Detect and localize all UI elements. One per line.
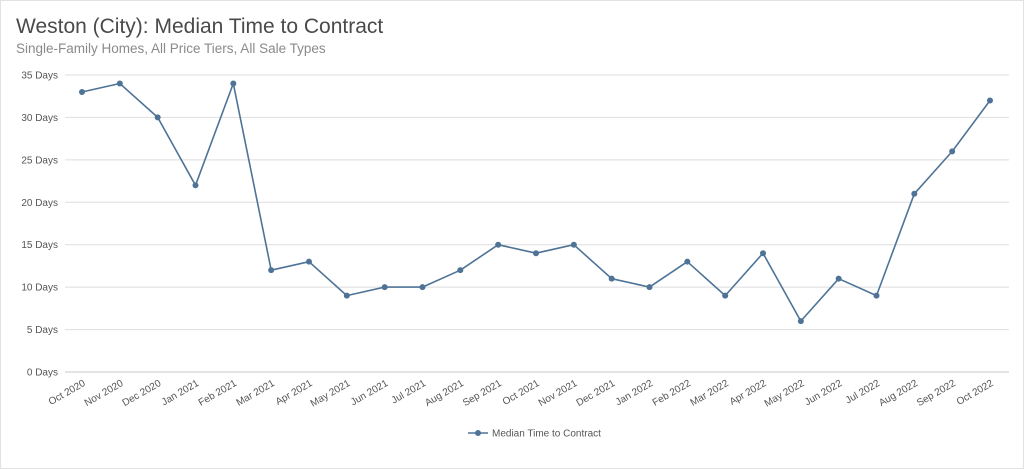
data-point[interactable] [684, 258, 691, 265]
data-point[interactable] [873, 292, 880, 299]
data-point[interactable] [533, 250, 539, 257]
x-tick-label: Dec 2020 [121, 378, 164, 409]
x-tick-label: Dec 2021 [575, 378, 618, 409]
data-point[interactable] [457, 267, 464, 274]
x-tick-label: Sep 2022 [915, 378, 958, 409]
x-tick-label: May 2021 [309, 378, 353, 410]
data-point[interactable] [911, 190, 918, 197]
chart-title: Weston (City): Median Time to Contract [16, 15, 384, 38]
data-point[interactable] [343, 292, 350, 299]
x-tick-label: Feb 2021 [197, 378, 239, 409]
x-tick-label: Jul 2021 [390, 378, 429, 407]
x-tick-label: Oct 2021 [501, 378, 542, 408]
x-tick-label: Oct 2022 [955, 378, 996, 408]
data-point[interactable] [835, 275, 842, 282]
data-point[interactable] [154, 114, 161, 121]
chart-subtitle: Single-Family Homes, All Price Tiers, Al… [16, 41, 326, 56]
data-point[interactable] [79, 88, 85, 95]
data-point[interactable] [230, 80, 237, 87]
x-tick-label: Nov 2020 [83, 378, 126, 409]
x-tick-label: Apr 2022 [728, 378, 769, 408]
legend[interactable]: Median Time to Contract [468, 429, 601, 440]
data-point[interactable] [949, 148, 956, 155]
y-tick-label: 20 Days [21, 198, 58, 209]
x-tick-label: Jul 2022 [844, 378, 883, 407]
x-tick-label: Aug 2021 [423, 378, 466, 409]
data-point[interactable] [646, 284, 653, 291]
data-point[interactable] [419, 284, 426, 291]
x-tick-label: Jun 2022 [803, 378, 845, 408]
x-tick-label: Nov 2021 [537, 378, 580, 409]
x-tick-label: Jun 2021 [349, 378, 391, 408]
y-tick-label: 5 Days [27, 325, 58, 336]
y-tick-label: 25 Days [21, 155, 58, 166]
data-point[interactable] [268, 267, 275, 274]
data-point[interactable] [495, 241, 502, 248]
y-tick-label: 10 Days [21, 283, 58, 294]
data-point[interactable] [722, 292, 729, 299]
data-point[interactable] [306, 258, 312, 265]
data-point[interactable] [987, 97, 993, 104]
x-tick-label: Jan 2022 [614, 378, 656, 408]
y-tick-label: 0 Days [27, 368, 58, 379]
series-median-time [79, 80, 993, 325]
data-point[interactable] [381, 284, 388, 291]
legend-marker [475, 430, 481, 436]
x-tick-label: Aug 2022 [877, 378, 920, 409]
legend-label[interactable]: Median Time to Contract [492, 429, 601, 440]
data-point[interactable] [116, 80, 123, 87]
y-tick-label: 35 Days [21, 71, 58, 82]
y-tick-label: 30 Days [21, 113, 58, 124]
x-tick-label: Apr 2021 [274, 378, 315, 408]
grid-lines [65, 74, 1009, 373]
x-tick-label: Feb 2022 [651, 378, 693, 409]
x-tick-label: Jan 2021 [160, 378, 202, 408]
data-point[interactable] [608, 275, 615, 282]
data-point[interactable] [760, 250, 766, 257]
x-tick-label: Mar 2021 [235, 378, 277, 409]
x-tick-label: Mar 2022 [689, 378, 731, 409]
data-point[interactable] [797, 318, 804, 325]
data-point[interactable] [570, 241, 577, 248]
x-tick-label: May 2022 [763, 378, 807, 410]
y-tick-label: 15 Days [21, 240, 58, 251]
data-point[interactable] [192, 182, 199, 189]
x-tick-label: Oct 2020 [47, 378, 88, 408]
x-tick-label: Sep 2021 [461, 378, 504, 409]
y-axis: 0 Days 5 Days 10 Days 15 Days 20 Days 25 Days… [21, 71, 58, 379]
